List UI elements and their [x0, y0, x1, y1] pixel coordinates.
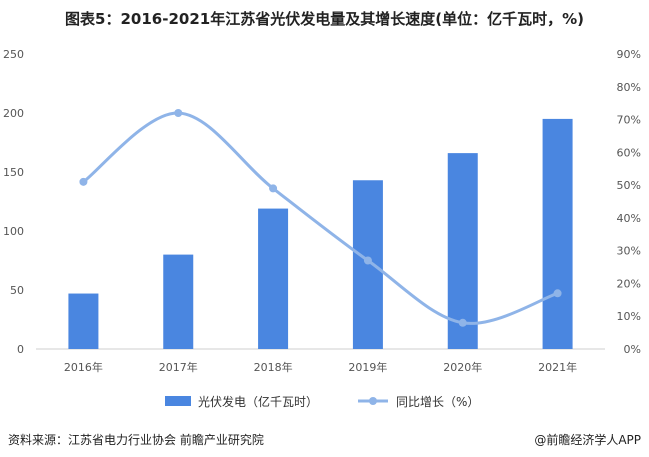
legend-bar-swatch	[165, 396, 191, 406]
right-axis-tick-label: 80%	[617, 81, 641, 94]
line-point	[553, 289, 562, 298]
right-axis-tick-label: 70%	[617, 114, 641, 127]
bar	[68, 293, 99, 349]
legend: 光伏发电（亿千瓦时） 同比增长（%）	[165, 394, 479, 409]
right-axis-tick-label: 10%	[617, 310, 641, 323]
source-note: 资料来源：江苏省电力行业协会 前瞻产业研究院	[8, 433, 264, 447]
right-axis-tick-label: 40%	[617, 212, 641, 225]
x-axis-tick-label: 2017年	[159, 360, 198, 374]
bar	[163, 254, 194, 349]
x-axis-tick-label: 2020年	[443, 360, 482, 374]
brand-credit: @前瞻经济学人APP	[534, 433, 641, 447]
legend-line-marker	[369, 397, 377, 405]
x-axis-tick-label: 2021年	[538, 360, 577, 374]
line-point	[363, 256, 372, 265]
legend-bar-label: 光伏发电（亿千瓦时）	[198, 394, 318, 409]
bar	[542, 118, 573, 350]
line-point	[174, 109, 183, 117]
right-axis: 0% 10% 20% 30% 40% 50% 60% 70% 80% 90%	[617, 48, 641, 356]
x-axis-tick-label: 2019年	[348, 360, 387, 374]
x-axis-tick-label: 2016年	[64, 360, 103, 374]
left-axis-tick-label: 250	[3, 48, 24, 61]
left-axis: 0 50 100 150 200 250	[3, 48, 24, 356]
bar	[258, 208, 289, 349]
left-axis-tick-label: 100	[3, 225, 24, 238]
right-axis-tick-label: 60%	[617, 146, 641, 159]
right-axis-tick-label: 0%	[624, 343, 641, 356]
bar	[447, 153, 478, 349]
right-axis-tick-label: 50%	[617, 179, 641, 192]
x-axis-tick-label: 2018年	[254, 360, 293, 374]
line-series	[79, 109, 562, 327]
left-axis-tick-label: 0	[17, 343, 24, 356]
line-point	[458, 318, 467, 327]
bar-series	[68, 118, 573, 350]
left-axis-tick-label: 200	[3, 107, 24, 120]
line-point	[269, 184, 278, 193]
right-axis-tick-label: 90%	[617, 48, 641, 61]
right-axis-tick-label: 20%	[617, 277, 641, 290]
growth-line	[82, 111, 559, 325]
bar	[352, 180, 383, 349]
legend-line-label: 同比增长（%）	[396, 395, 479, 409]
left-axis-tick-label: 150	[3, 166, 24, 179]
right-axis-tick-label: 30%	[617, 245, 641, 258]
left-axis-tick-label: 50	[10, 284, 24, 297]
chart-title: 图表5：2016-2021年江苏省光伏发电量及其增长速度(单位：亿千瓦时，%)	[65, 10, 584, 28]
line-point	[79, 177, 88, 186]
x-axis: 2016年 2017年 2018年 2019年 2020年 2021年	[64, 360, 577, 374]
